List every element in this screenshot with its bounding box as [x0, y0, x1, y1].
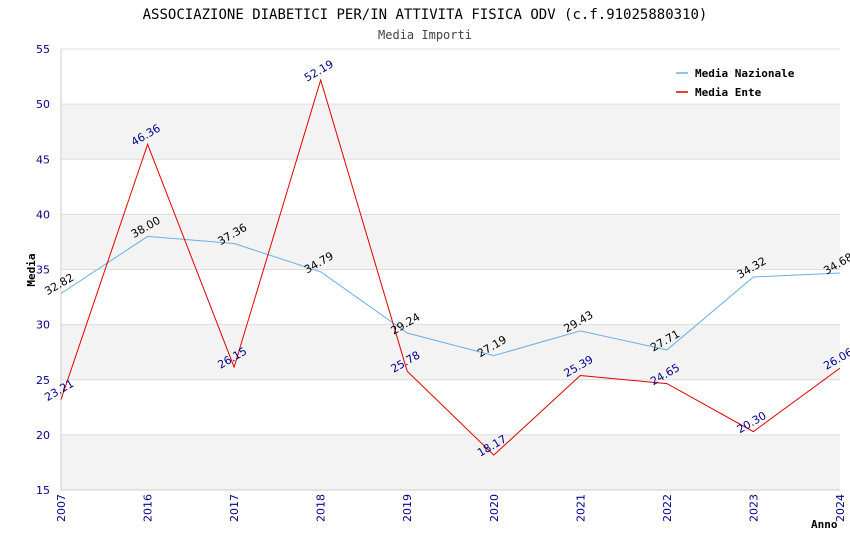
- chart-subtitle: Media Importi: [378, 28, 472, 42]
- chart-title: ASSOCIAZIONE DIABETICI PER/IN ATTIVITA F…: [143, 7, 708, 23]
- grid-band: [61, 214, 840, 270]
- legend: Media Nazionale Media Ente: [670, 59, 809, 101]
- x-tick-label: 2007: [55, 494, 68, 522]
- series-line-media-nazionale: [60, 235, 841, 357]
- grid-band: [61, 434, 840, 490]
- x-tick-label: 2022: [661, 494, 674, 522]
- x-tick-label: 2024: [834, 494, 847, 522]
- legend-box: [670, 59, 809, 101]
- legend-label: Media Ente: [695, 86, 762, 99]
- grid-bands: [61, 49, 840, 490]
- series-layer: [60, 78, 841, 456]
- legend-label: Media Nazionale: [695, 67, 795, 80]
- y-axis-label: Media: [25, 253, 38, 286]
- x-tick-label: 2018: [315, 494, 328, 522]
- grid-band: [61, 159, 840, 215]
- grid-band: [61, 104, 840, 160]
- x-tick-label: 2021: [574, 494, 587, 522]
- y-tick-label: 35: [36, 264, 50, 277]
- x-axis-label: Anno: [811, 518, 838, 531]
- y-tick-label: 30: [36, 319, 50, 332]
- x-tick-label: 2016: [142, 494, 155, 522]
- x-tick-labels: 2007 2016 2017 2018 2019 2020 2021 2022 2023 2024: [55, 494, 847, 522]
- x-tick-label: 2017: [228, 494, 241, 522]
- axes: [60, 49, 840, 491]
- y-tick-label: 50: [36, 98, 50, 111]
- x-tick-label: 2023: [747, 494, 760, 522]
- x-tick-label: 2020: [488, 494, 501, 522]
- y-tick-label: 40: [36, 208, 50, 221]
- series-line-media-ente: [60, 78, 841, 456]
- y-tick-labels: 15 20 25 30 35 40 45 50 55: [36, 43, 50, 497]
- grid-band: [61, 324, 840, 380]
- y-tick-label: 55: [36, 43, 50, 56]
- grid-band: [61, 269, 840, 325]
- x-tick-label: 2019: [401, 494, 414, 522]
- y-tick-label: 15: [36, 484, 50, 497]
- y-tick-label: 20: [36, 429, 50, 442]
- y-tick-label: 45: [36, 153, 50, 166]
- grid-band: [61, 379, 840, 435]
- y-tick-label: 25: [36, 374, 50, 387]
